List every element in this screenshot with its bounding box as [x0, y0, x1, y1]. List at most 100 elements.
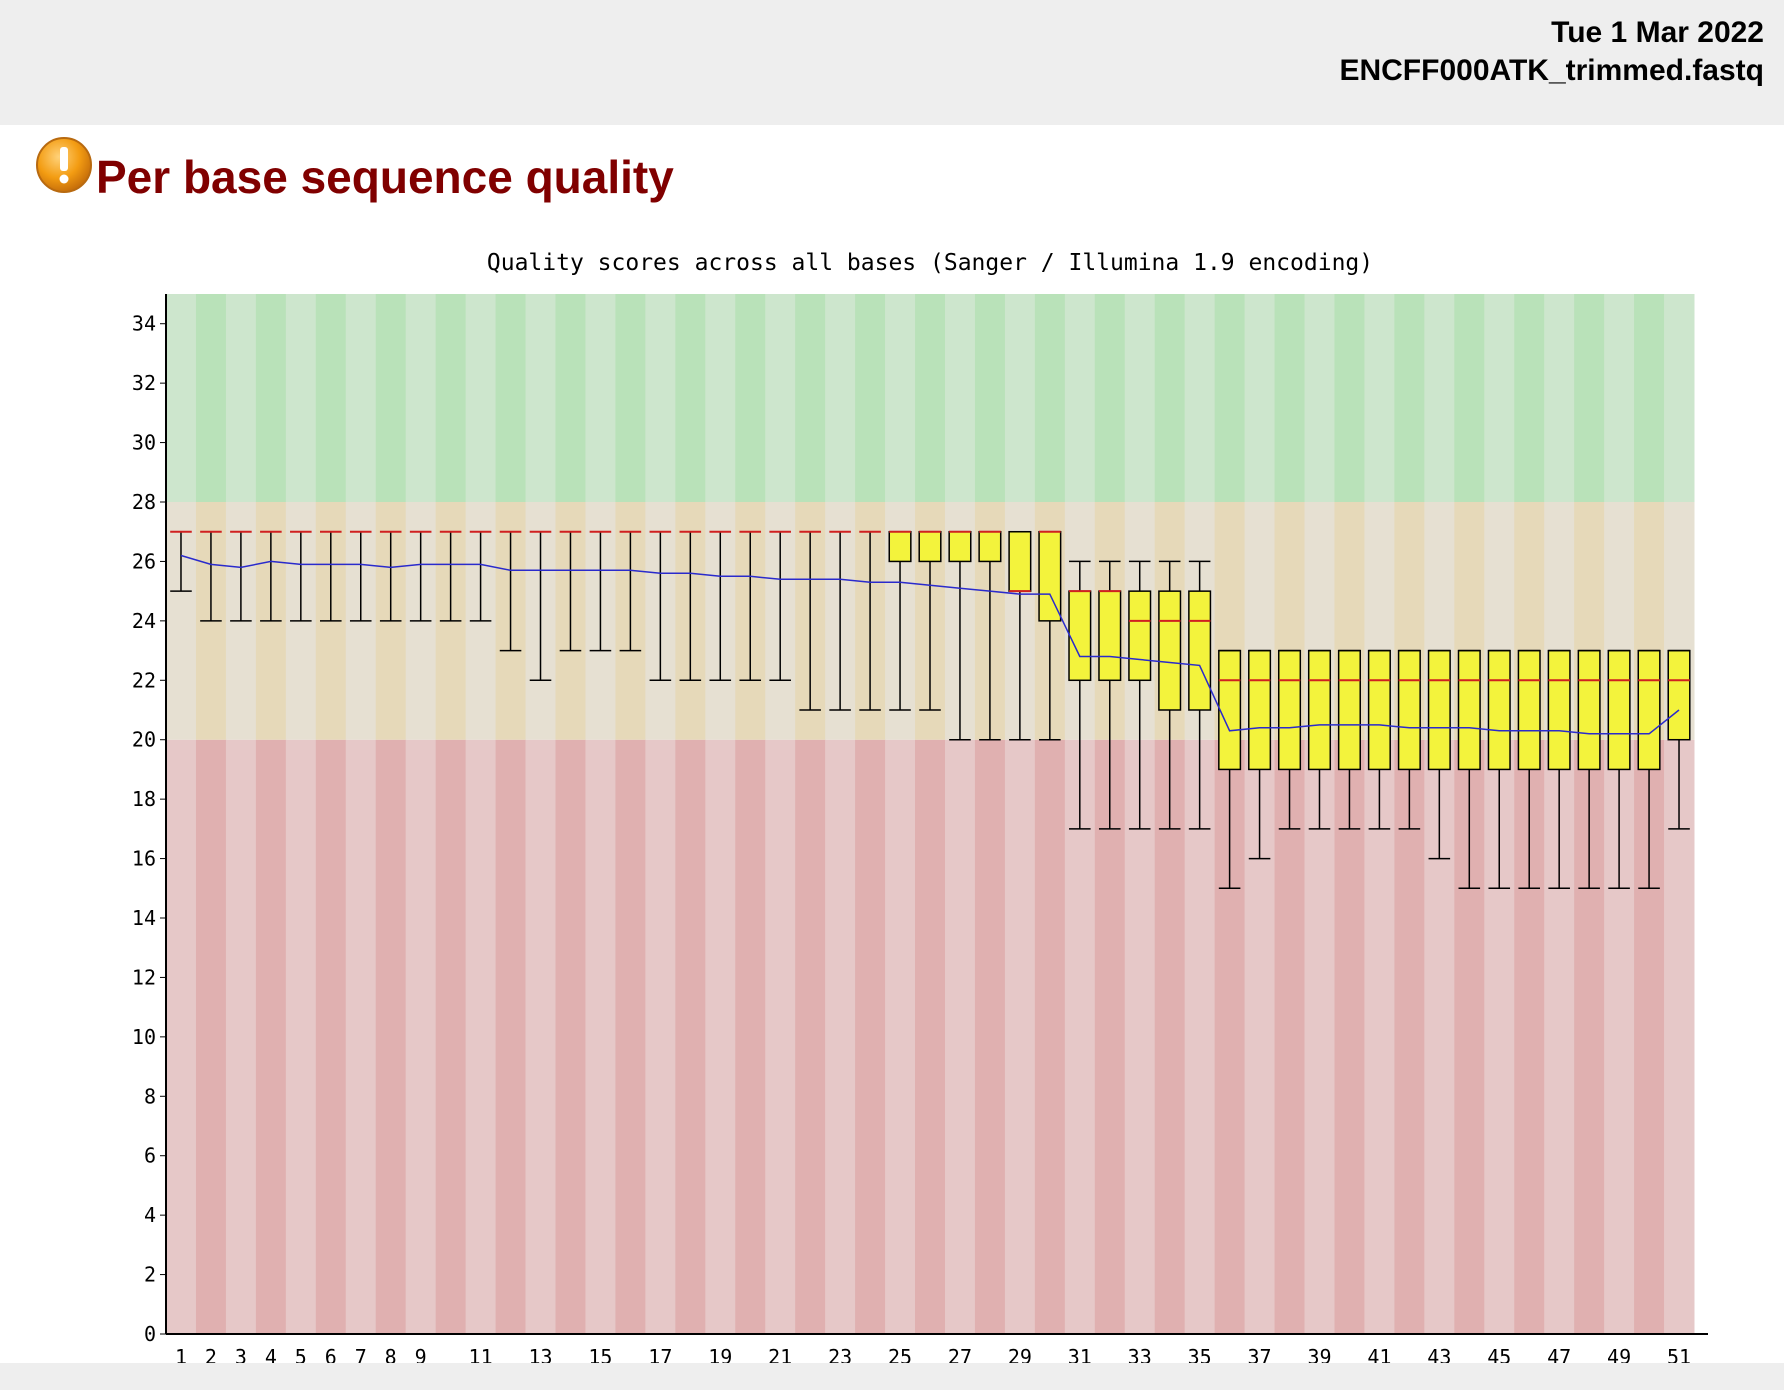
x-tick-label: 6 — [325, 1345, 337, 1363]
quality-boxplot-chart: Quality scores across all bases (Sanger … — [132, 250, 1708, 1363]
band-bad-cell — [375, 739, 407, 1334]
band-bad-cell — [885, 739, 916, 1334]
band-good-cell — [285, 294, 317, 502]
iqr-box — [1038, 530, 1062, 622]
band-good-cell — [795, 294, 826, 502]
x-tick-label: 35 — [1188, 1345, 1212, 1363]
iqr-box — [1607, 649, 1631, 771]
iqr-box — [1307, 649, 1332, 771]
x-tick-label: 49 — [1607, 1345, 1631, 1363]
band-good-cell — [1094, 294, 1126, 502]
band-good-cell — [855, 294, 886, 502]
y-tick-label: 28 — [132, 490, 156, 514]
band-good-cell — [1034, 294, 1066, 502]
x-tick-label: 39 — [1307, 1345, 1331, 1363]
band-good-cell — [915, 294, 946, 502]
band-good-cell — [435, 294, 467, 502]
band-good-cell — [1154, 294, 1186, 502]
band-good-cell — [315, 294, 347, 502]
x-tick-label: 8 — [385, 1345, 397, 1363]
iqr-box — [1008, 530, 1032, 592]
band-bad-cell — [315, 739, 347, 1334]
iqr-box — [1158, 590, 1182, 711]
header-info: Tue 1 Mar 2022 ENCFF000ATK_trimmed.fastq — [1339, 14, 1764, 90]
iqr-box — [948, 530, 972, 563]
iqr-box — [1248, 649, 1272, 771]
band-bad-cell — [1094, 739, 1126, 1334]
x-tick-label: 43 — [1427, 1345, 1451, 1363]
x-tick-label: 21 — [768, 1345, 792, 1363]
iqr-box — [1577, 649, 1601, 771]
y-tick-label: 14 — [132, 906, 156, 930]
band-good-cell — [1004, 294, 1036, 502]
x-tick-label: 45 — [1487, 1345, 1511, 1363]
x-tick-label: 51 — [1667, 1345, 1691, 1363]
band-good-cell — [1454, 294, 1485, 502]
band-good-cell — [705, 294, 736, 502]
band-good-cell — [1424, 294, 1455, 502]
x-tick-label: 37 — [1248, 1345, 1272, 1363]
band-good-cell — [885, 294, 916, 502]
report-date: Tue 1 Mar 2022 — [1551, 16, 1764, 49]
iqr-box — [888, 530, 912, 563]
report-header: Tue 1 Mar 2022 ENCFF000ATK_trimmed.fastq — [0, 0, 1784, 125]
iqr-box — [1667, 649, 1691, 741]
x-tick-label: 29 — [1008, 1345, 1032, 1363]
band-bad-cell — [255, 739, 287, 1334]
band-good-cell — [944, 294, 976, 502]
x-tick-label: 41 — [1367, 1345, 1391, 1363]
band-bad-cell — [225, 739, 257, 1334]
x-tick-label: 31 — [1068, 1345, 1092, 1363]
x-tick-label: 13 — [528, 1345, 552, 1363]
band-bad-cell — [1184, 739, 1216, 1334]
band-bad-cell — [795, 739, 826, 1334]
x-tick-label: 25 — [888, 1345, 912, 1363]
band-bad-cell — [495, 739, 527, 1334]
iqr-box — [1457, 649, 1481, 771]
band-good-cell — [615, 294, 646, 502]
chart-title: Quality scores across all bases (Sanger … — [487, 250, 1373, 276]
band-good-cell — [1484, 294, 1515, 502]
x-tick-label: 7 — [355, 1345, 367, 1363]
band-bad-cell — [915, 739, 946, 1334]
band-bad-cell — [555, 739, 586, 1334]
x-tick-label: 47 — [1547, 1345, 1571, 1363]
band-good-cell — [345, 294, 377, 502]
band-bad-cell — [615, 739, 646, 1334]
band-bad-cell — [465, 739, 497, 1334]
y-tick-label: 18 — [132, 787, 156, 811]
x-tick-label: 3 — [235, 1345, 247, 1363]
band-bad-cell — [1154, 739, 1186, 1334]
iqr-box — [1188, 590, 1212, 711]
band-bad-cell — [195, 739, 227, 1334]
band-bad-cell — [435, 739, 467, 1334]
band-good-cell — [825, 294, 856, 502]
band-bad-cell — [675, 739, 706, 1334]
iqr-box — [1337, 649, 1361, 771]
band-good-cell — [525, 294, 556, 502]
band-good-cell — [465, 294, 497, 502]
band-good-cell — [1514, 294, 1545, 502]
band-bad-cell — [1304, 739, 1335, 1334]
y-tick-label: 12 — [132, 965, 156, 989]
mean-line — [180, 554, 1680, 735]
x-tick-label: 17 — [648, 1345, 672, 1363]
y-tick-label: 22 — [132, 668, 156, 692]
iqr-box — [1637, 649, 1661, 771]
x-tick-label: 15 — [588, 1345, 612, 1363]
band-bad-cell — [825, 739, 856, 1334]
report-footer — [0, 1363, 1784, 1390]
band-good-cell — [255, 294, 287, 502]
x-tick-label: 2 — [205, 1345, 217, 1363]
band-good-cell — [1274, 294, 1306, 502]
iqr-box — [978, 530, 1002, 563]
band-good-cell — [765, 294, 796, 502]
band-good-cell — [1124, 294, 1156, 502]
y-tick-label: 16 — [132, 847, 156, 871]
band-good-cell — [225, 294, 257, 502]
iqr-box — [1547, 649, 1571, 771]
band-bad-cell — [1034, 739, 1066, 1334]
band-good-cell — [1544, 294, 1575, 502]
band-good-cell — [1394, 294, 1425, 502]
band-good-cell — [166, 294, 197, 502]
